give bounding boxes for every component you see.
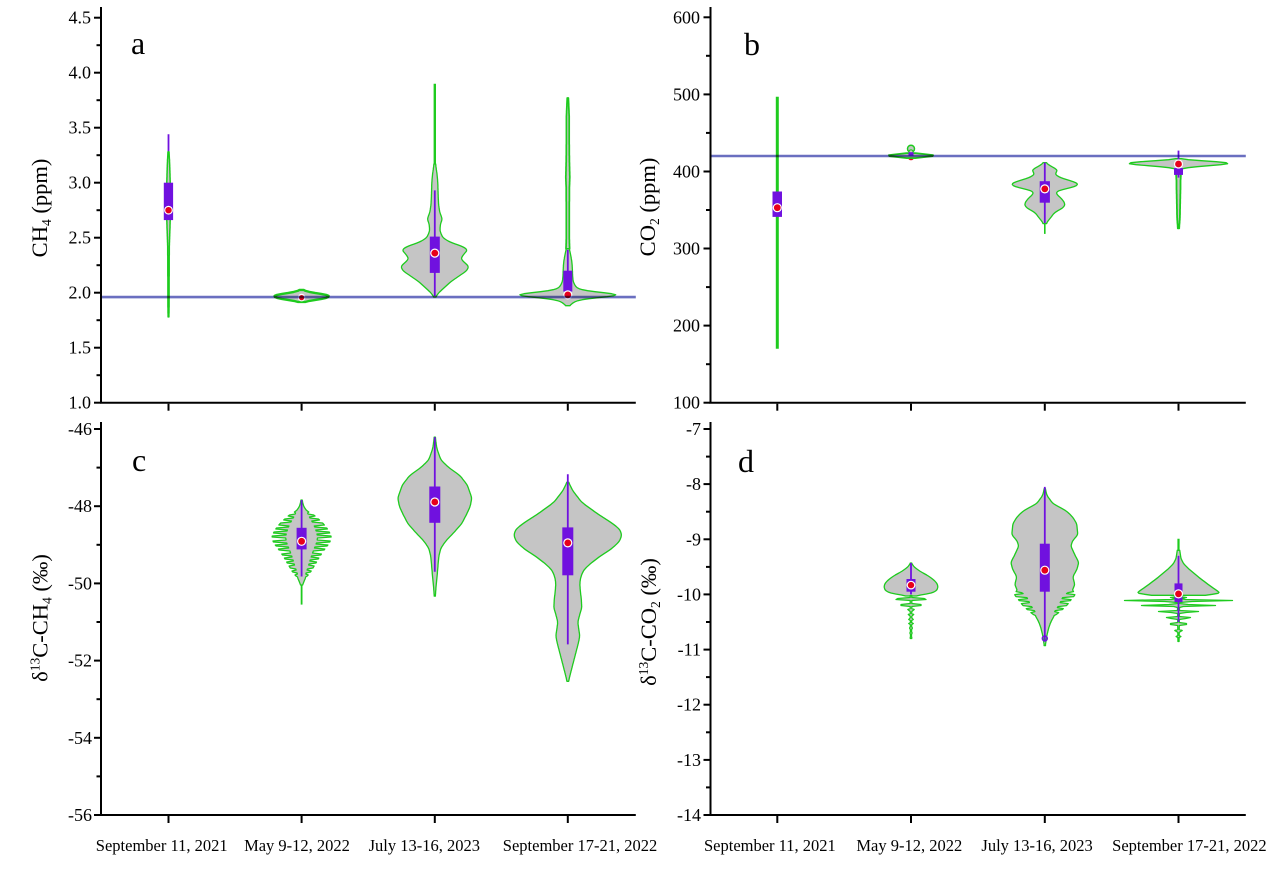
svg-text:-56: -56: [68, 805, 92, 825]
svg-text:September 17-21, 2022: September 17-21, 2022: [503, 836, 657, 855]
svg-text:July 13-16, 2023: July 13-16, 2023: [369, 836, 480, 855]
svg-text:600: 600: [673, 7, 700, 27]
svg-text:CO2 (ppm): CO2 (ppm): [635, 158, 662, 257]
svg-text:4.0: 4.0: [69, 63, 92, 83]
svg-text:-12: -12: [677, 695, 701, 715]
svg-text:a: a: [131, 25, 145, 61]
svg-text:September 17-21, 2022: September 17-21, 2022: [1112, 836, 1266, 855]
svg-text:3.5: 3.5: [69, 118, 92, 138]
svg-text:May 9-12, 2022: May 9-12, 2022: [244, 836, 350, 855]
svg-text:d: d: [738, 443, 754, 479]
svg-text:-11: -11: [678, 640, 701, 660]
svg-text:1.0: 1.0: [69, 393, 92, 413]
svg-text:300: 300: [673, 239, 700, 259]
svg-text:2.0: 2.0: [69, 283, 92, 303]
svg-text:400: 400: [673, 162, 700, 182]
svg-text:July 13-16, 2023: July 13-16, 2023: [981, 836, 1092, 855]
svg-text:-7: -7: [686, 419, 701, 439]
svg-text:CH4 (ppm): CH4 (ppm): [27, 159, 54, 258]
svg-text:-10: -10: [677, 584, 701, 604]
svg-text:-52: -52: [68, 651, 92, 671]
svg-text:-13: -13: [677, 750, 701, 770]
svg-text:c: c: [132, 442, 146, 478]
svg-text:b: b: [744, 26, 760, 62]
svg-text:-46: -46: [68, 419, 92, 439]
svg-text:3.0: 3.0: [69, 173, 92, 193]
svg-text:-14: -14: [677, 805, 701, 825]
svg-text:-50: -50: [68, 573, 92, 593]
svg-text:2.5: 2.5: [69, 228, 92, 248]
svg-text:4.5: 4.5: [69, 8, 92, 28]
svg-text:September 11, 2021: September 11, 2021: [704, 836, 836, 855]
svg-text:1.5: 1.5: [69, 338, 92, 358]
svg-text:-48: -48: [68, 496, 92, 516]
svg-text:September 11, 2021: September 11, 2021: [96, 836, 228, 855]
svg-text:May 9-12, 2022: May 9-12, 2022: [856, 836, 962, 855]
svg-text:200: 200: [673, 316, 700, 336]
svg-text:δ13C-CH4 (‰): δ13C-CH4 (‰): [28, 554, 55, 682]
svg-text:-8: -8: [686, 474, 701, 494]
svg-text:500: 500: [673, 84, 700, 104]
svg-text:-9: -9: [686, 529, 701, 549]
svg-text:100: 100: [673, 393, 700, 413]
svg-text:-54: -54: [68, 728, 92, 748]
